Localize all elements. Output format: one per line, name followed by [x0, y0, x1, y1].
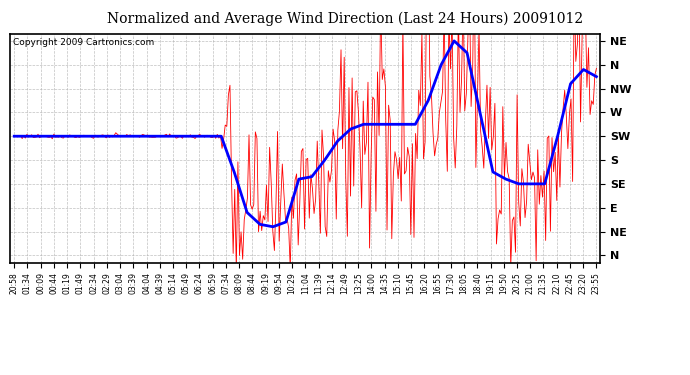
- Text: Copyright 2009 Cartronics.com: Copyright 2009 Cartronics.com: [13, 38, 155, 47]
- Text: Normalized and Average Wind Direction (Last 24 Hours) 20091012: Normalized and Average Wind Direction (L…: [107, 11, 583, 26]
